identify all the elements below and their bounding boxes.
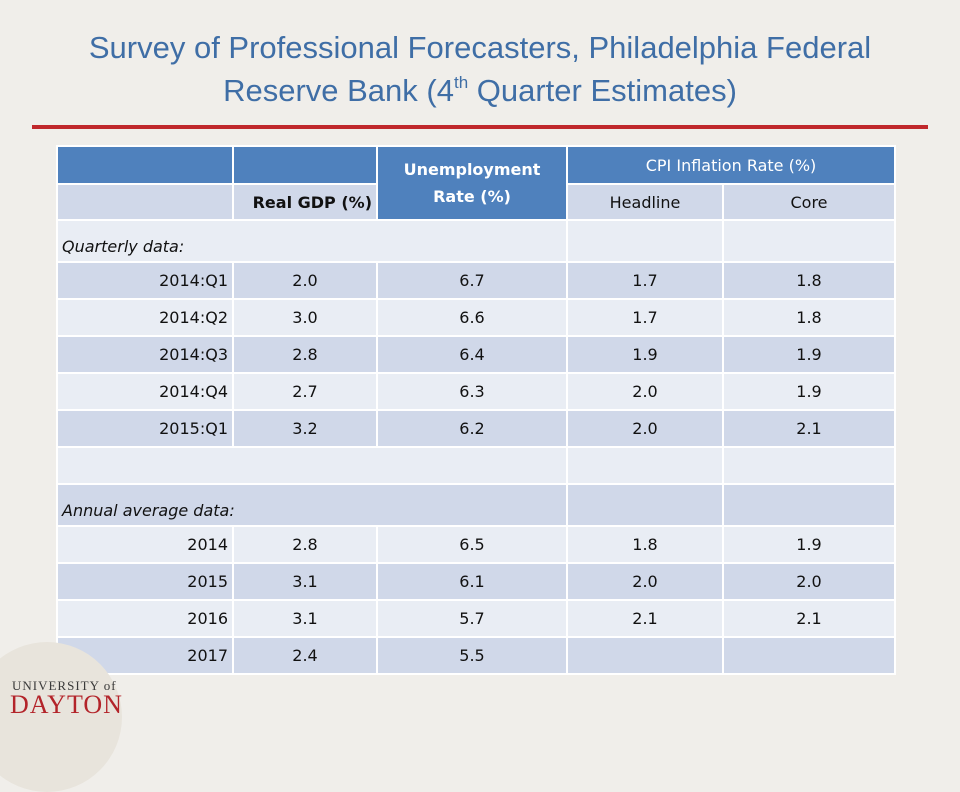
- table-row: 2014:Q1 2.0 6.7 1.7 1.8: [56, 261, 896, 300]
- row-label: 2014:Q3: [56, 335, 234, 374]
- header-blank-2: [232, 145, 378, 185]
- title-divider: [32, 125, 928, 129]
- title-line-2-suffix: Quarter Estimates): [468, 73, 737, 108]
- gdp-value: 3.1: [232, 562, 378, 601]
- row-label: 2015: [56, 562, 234, 601]
- core-value: 1.8: [722, 298, 896, 337]
- section-blank-d: [722, 483, 896, 527]
- header-headline: Headline: [566, 183, 724, 221]
- forecast-table: Unemployment Rate (%) CPI Inflation Rate…: [56, 145, 896, 675]
- row-label: 2014:Q1: [56, 261, 234, 300]
- section-annual: Annual average data:: [56, 483, 568, 527]
- gdp-value: 2.7: [232, 372, 378, 411]
- table-row: 2014:Q4 2.7 6.3 2.0 1.9: [56, 372, 896, 411]
- section-blank-c: [566, 483, 724, 527]
- section-blank-b: [722, 219, 896, 263]
- header-real-gdp: Real GDP (%): [232, 183, 378, 221]
- header-core: Core: [722, 183, 896, 221]
- gdp-value: 3.2: [232, 409, 378, 448]
- core-value: 2.1: [722, 409, 896, 448]
- row-label: 2015:Q1: [56, 409, 234, 448]
- unemployment-value: 6.7: [376, 261, 568, 300]
- headline-value: 2.0: [566, 409, 724, 448]
- section-blank-a: [566, 219, 724, 263]
- spacer-cell: [566, 446, 724, 485]
- row-label: 2014:Q4: [56, 372, 234, 411]
- core-value: 1.9: [722, 525, 896, 564]
- unemployment-value: 6.4: [376, 335, 568, 374]
- core-value: 1.8: [722, 261, 896, 300]
- table-row: 2015:Q1 3.2 6.2 2.0 2.1: [56, 409, 896, 448]
- gdp-value: 2.4: [232, 636, 378, 675]
- title-line-2-prefix: Reserve Bank (4: [223, 73, 454, 108]
- spacer-cell: [56, 446, 568, 485]
- unemployment-value: 6.1: [376, 562, 568, 601]
- headline-value: 2.0: [566, 372, 724, 411]
- header-blank-1: [56, 145, 234, 185]
- row-label: 2014:Q2: [56, 298, 234, 337]
- row-label: 2016: [56, 599, 234, 638]
- headline-value: 1.8: [566, 525, 724, 564]
- header-cpi: CPI Inflation Rate (%): [566, 145, 896, 185]
- table-row: 2014 2.8 6.5 1.8 1.9: [56, 525, 896, 564]
- gdp-value: 2.0: [232, 261, 378, 300]
- headline-value: 1.7: [566, 298, 724, 337]
- unemployment-value: 5.5: [376, 636, 568, 675]
- section-quarterly: Quarterly data:: [56, 219, 568, 263]
- headline-value: 2.0: [566, 562, 724, 601]
- headline-value: 1.9: [566, 335, 724, 374]
- gdp-value: 2.8: [232, 335, 378, 374]
- core-value: 2.0: [722, 562, 896, 601]
- unemployment-value: 6.5: [376, 525, 568, 564]
- core-value: [722, 636, 896, 675]
- headline-value: [566, 636, 724, 675]
- core-value: 2.1: [722, 599, 896, 638]
- core-value: 1.9: [722, 335, 896, 374]
- table-row: 2015 3.1 6.1 2.0 2.0: [56, 562, 896, 601]
- headline-value: 2.1: [566, 599, 724, 638]
- spacer-row: [56, 446, 896, 485]
- slide-title: Survey of Professional Forecasters, Phil…: [0, 26, 960, 112]
- header-blank-3: [56, 183, 234, 221]
- headline-value: 1.7: [566, 261, 724, 300]
- row-label: 2014: [56, 525, 234, 564]
- unemployment-value: 5.7: [376, 599, 568, 638]
- title-superscript: th: [453, 73, 469, 92]
- unemployment-value: 6.3: [376, 372, 568, 411]
- title-line-2: Reserve Bank (4th Quarter Estimates): [0, 69, 960, 112]
- core-value: 1.9: [722, 372, 896, 411]
- table-row: 2014:Q2 3.0 6.6 1.7 1.8: [56, 298, 896, 337]
- header-unemployment: Unemployment Rate (%): [376, 145, 568, 221]
- gdp-value: 2.8: [232, 525, 378, 564]
- spacer-cell: [722, 446, 896, 485]
- gdp-value: 3.1: [232, 599, 378, 638]
- table-row: 2016 3.1 5.7 2.1 2.1: [56, 599, 896, 638]
- table-row: 2017 2.4 5.5: [56, 636, 896, 675]
- logo-text-main: DAYTON: [10, 690, 123, 719]
- table-row: 2014:Q3 2.8 6.4 1.9 1.9: [56, 335, 896, 374]
- unemployment-value: 6.2: [376, 409, 568, 448]
- unemployment-value: 6.6: [376, 298, 568, 337]
- gdp-value: 3.0: [232, 298, 378, 337]
- title-line-1: Survey of Professional Forecasters, Phil…: [88, 30, 872, 65]
- logo-text-top: UNIVERSITY of: [12, 678, 117, 693]
